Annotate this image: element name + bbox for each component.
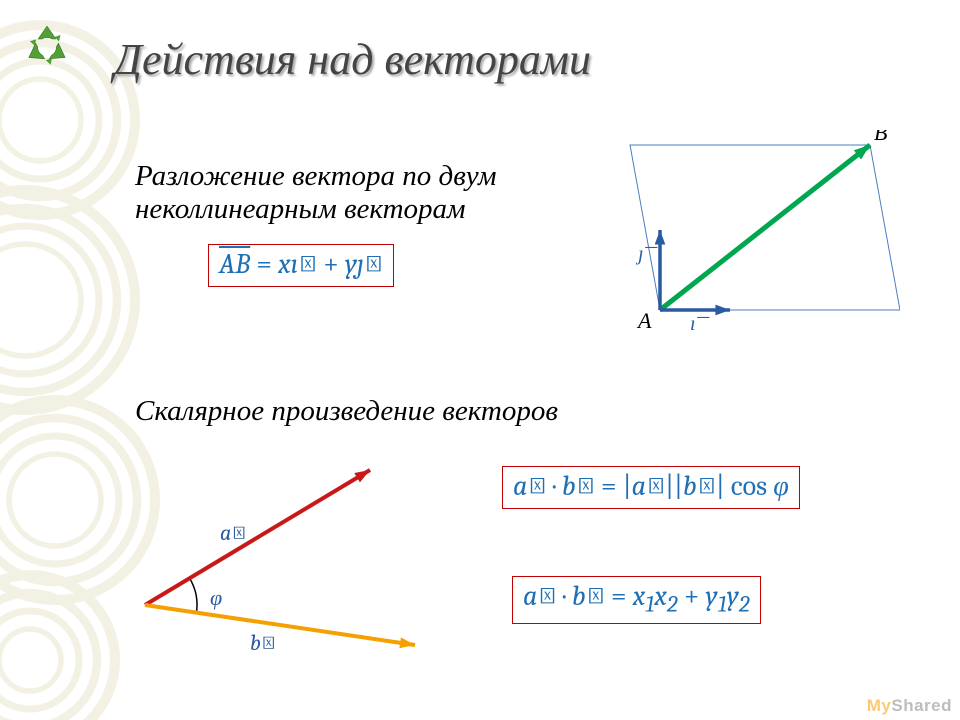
svg-text:b⃗: b⃗	[250, 630, 276, 655]
formula-dotproduct-cos: a⃗ · b⃗ = |a⃗||b⃗| cos φ	[502, 466, 800, 509]
svg-text:a⃗: a⃗	[220, 520, 246, 546]
section-decomposition-title: Разложение вектора по двум неколлинеарны…	[135, 160, 605, 226]
recycle-icon	[22, 22, 72, 72]
svg-text:ı͞: ı͞	[690, 312, 710, 330]
formula-dotproduct-coords: a⃗ · b⃗ = x1x2 + y1y2	[512, 576, 761, 624]
formula-decomposition: AB = xı⃗ + yȷ⃗	[208, 244, 394, 287]
svg-text:φ: φ	[210, 585, 222, 611]
svg-text:ȷ͞: ȷ͞	[635, 242, 658, 265]
page-title: Действия над векторами	[114, 34, 591, 85]
diagram-parallelogram: А Вı͞ ȷ͞	[620, 130, 900, 330]
diagram-angle: a⃗ b⃗ φ	[115, 445, 455, 655]
section-dotproduct-title: Скалярное произведение векторов	[135, 395, 558, 428]
svg-text:В: В	[874, 130, 887, 146]
svg-text:А: А	[636, 308, 652, 330]
watermark-my: My	[867, 696, 892, 715]
watermark-shared: Shared	[891, 696, 952, 715]
watermark: MyShared	[867, 696, 952, 716]
